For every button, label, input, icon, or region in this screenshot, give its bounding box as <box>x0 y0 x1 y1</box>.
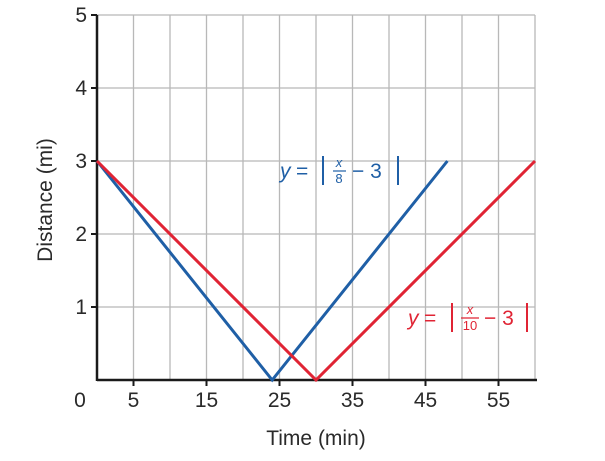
x-tick-label: 45 <box>414 389 437 412</box>
x-axis-label: Time (min) <box>266 427 366 450</box>
y-tick-label: 3 <box>75 150 87 173</box>
x-tick-label: 25 <box>268 389 291 412</box>
eq-blue-numerator: x <box>335 155 343 170</box>
equation-label-red: y = x 10 − 3 <box>406 302 528 333</box>
eq-red-rest: − 3 <box>484 307 514 330</box>
y-tick-label: 4 <box>75 77 87 100</box>
y-tick-label: 2 <box>75 223 87 246</box>
y-tick-label: 1 <box>75 296 87 319</box>
x-tick-label: 0 <box>74 389 86 412</box>
x-tick-label: 35 <box>341 389 364 412</box>
eq-blue-rest: − 3 <box>352 160 382 183</box>
eq-blue-equals: = <box>296 160 308 183</box>
series-line-1 <box>95 159 537 383</box>
eq-blue-denominator: 8 <box>335 171 342 186</box>
eq-red-denominator: 10 <box>463 318 477 333</box>
series-lines <box>95 159 537 383</box>
equation-label-blue: y = x 8 − 3 <box>278 155 399 186</box>
series-line-0 <box>95 160 449 383</box>
y-tick-label: 5 <box>75 4 87 27</box>
eq-red-equals: = <box>424 307 436 330</box>
eq-red-numerator: x <box>466 302 474 317</box>
x-tick-label: 15 <box>195 389 218 412</box>
x-tick-label: 55 <box>487 389 510 412</box>
eq-blue-lhs: y <box>278 160 292 183</box>
x-tick-label: 5 <box>128 389 140 412</box>
y-axis-label: Distance (mi) <box>34 138 57 262</box>
eq-red-lhs: y <box>406 307 420 330</box>
